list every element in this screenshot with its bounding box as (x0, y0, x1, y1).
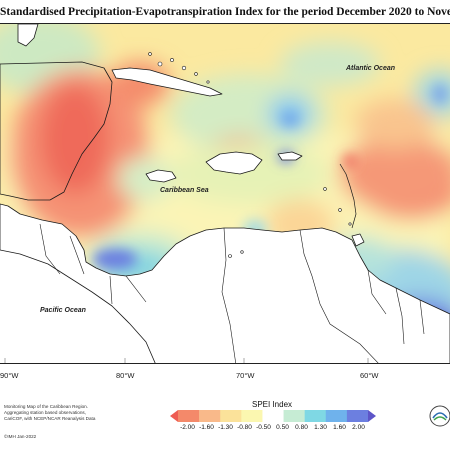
legend-title: SPEI Index (252, 400, 293, 409)
florida (17, 24, 39, 47)
label-caribbean-sea: Caribbean Sea (160, 187, 209, 194)
legend-swatch (283, 410, 305, 422)
legend-swatch (170, 410, 178, 422)
map-title: Standardised Precipitation-Evapotranspir… (0, 6, 450, 18)
graticule (4, 358, 369, 363)
legend-swatch (304, 410, 327, 422)
spei-map: Atlantic Ocean Caribbean Sea Pacific Oce… (0, 23, 450, 364)
land-masses (0, 24, 450, 363)
cuba (111, 67, 223, 97)
footer-note-line: CariCOF, with NCEP/NCAR Reanalysis Data (4, 416, 96, 421)
legend-tick-label: -0.80 (237, 424, 252, 431)
legend-tick-label: 0.50 (276, 424, 289, 431)
legend-tick-label: -0.50 (256, 424, 271, 431)
copyright: ©IMH Jan-2022 (4, 434, 37, 439)
legend-tick-label: 0.80 (295, 424, 308, 431)
legend-tick-label: -1.30 (218, 424, 233, 431)
legend-tick-label: 1.30 (314, 424, 327, 431)
legend-tick-label: -1.60 (199, 424, 214, 431)
legend-swatch (325, 410, 348, 422)
lesser-antilles (339, 163, 357, 229)
hispaniola (205, 151, 263, 175)
yucatan (0, 61, 113, 201)
legend-swatch (262, 410, 284, 422)
lon-label-60w: 60°W (360, 371, 379, 380)
small-islands (148, 52, 352, 258)
jamaica (145, 169, 177, 183)
legend-swatch (220, 410, 242, 422)
cimh-logo-icon (429, 405, 450, 427)
lon-label-80w: 80°W (116, 371, 135, 380)
label-atlantic-ocean: Atlantic Ocean (346, 65, 396, 72)
country-borders (39, 223, 425, 363)
pacific-coast (0, 249, 156, 363)
legend-swatch (178, 410, 200, 422)
puerto-rico (277, 151, 303, 161)
legend-swatch (241, 410, 263, 422)
footer-note-line: Aggregating station based observations, (4, 410, 86, 415)
label-pacific-ocean: Pacific Ocean (40, 307, 86, 314)
trinidad (351, 233, 365, 247)
footer-note: Monitoring Map of the Caribbean Region. … (4, 404, 114, 422)
legend-tick-label: 2.00 (352, 424, 365, 431)
legend-tick-label: -2.00 (180, 424, 195, 431)
legend-tick-label: 1.60 (333, 424, 346, 431)
legend-swatch (368, 410, 376, 422)
footer-note-line: Monitoring Map of the Caribbean Region. (4, 404, 89, 409)
legend-swatch (346, 410, 369, 422)
lon-label-70w: 70°W (236, 371, 255, 380)
pacific-water (0, 250, 156, 363)
legend-swatch (199, 410, 221, 422)
legend-colorbar (170, 410, 376, 422)
lon-label-90w: 90°W (0, 371, 19, 380)
